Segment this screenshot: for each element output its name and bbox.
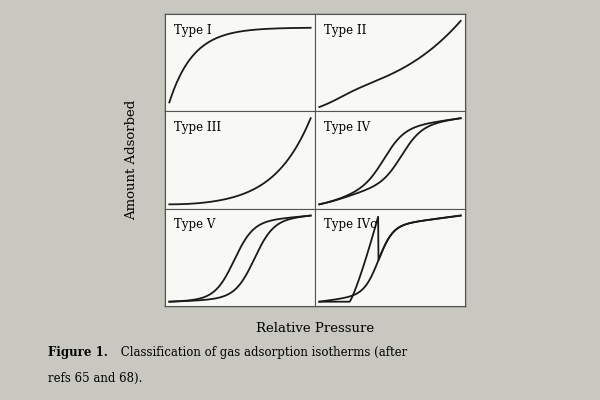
Text: Amount Adsorbed: Amount Adsorbed bbox=[125, 100, 139, 220]
Text: Type I: Type I bbox=[174, 24, 212, 37]
Text: Type IV: Type IV bbox=[324, 121, 370, 134]
Text: Figure 1.: Figure 1. bbox=[48, 346, 108, 359]
Text: Relative Pressure: Relative Pressure bbox=[256, 322, 374, 334]
Text: Type IVc: Type IVc bbox=[324, 218, 377, 231]
Text: Type II: Type II bbox=[324, 24, 367, 37]
Text: refs 65 and 68).: refs 65 and 68). bbox=[48, 372, 142, 385]
Text: Type V: Type V bbox=[174, 218, 215, 231]
Text: Classification of gas adsorption isotherms (after: Classification of gas adsorption isother… bbox=[117, 346, 407, 359]
Text: Type III: Type III bbox=[174, 121, 221, 134]
